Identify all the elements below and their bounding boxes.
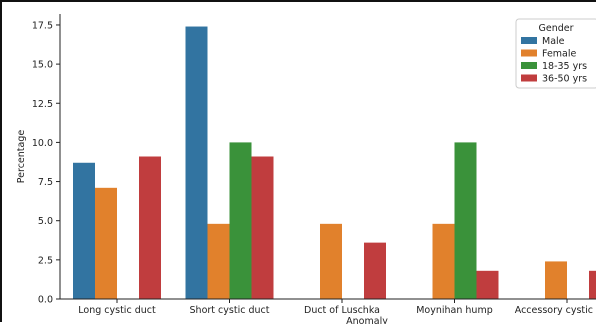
bar-female-4 (432, 223, 455, 299)
bar-36-50-yrs-4 (476, 270, 499, 299)
legend-title: Gender (538, 23, 573, 34)
legend-label: 36-50 yrs (542, 74, 587, 85)
axes-group (59, 14, 596, 300)
bar-36-50-yrs-1 (139, 156, 161, 299)
legend-label: Male (542, 36, 565, 47)
x-tick-label: Short cystic duct (190, 305, 270, 316)
y-tick-label: 15.0 (32, 60, 53, 71)
legend-box (515, 18, 596, 89)
x-ticks-group: Long cystic duct Short cystic duct Duct of… (78, 299, 596, 316)
legend-label: 18-35 yrs (542, 61, 587, 72)
x-tick-label: Duct of Luschka (304, 305, 380, 316)
legend-label: Female (542, 49, 577, 60)
x-tick-label: Moynihan hump (416, 305, 493, 316)
y-tick-label: 17.5 (32, 20, 53, 31)
bar-female-2 (207, 223, 230, 299)
bar-18-35-yrs-2 (229, 142, 252, 299)
bar-male-1 (73, 162, 95, 299)
bar-male-2 (185, 26, 208, 300)
y-tick-label: 2.5 (38, 255, 53, 266)
x-axis-label: Anomaly (346, 316, 388, 324)
bar-18-35-yrs-4 (454, 142, 477, 299)
bar-36-50-yrs-3 (364, 242, 386, 299)
bar-female-3 (320, 223, 342, 299)
y-tick-label: 7.5 (38, 177, 53, 188)
bar-female-5 (545, 261, 567, 299)
legend-swatch (521, 37, 537, 44)
x-tick-label: Long cystic duct (78, 305, 156, 316)
legend-swatch (521, 74, 537, 82)
bar-36-50-yrs-2 (251, 156, 274, 299)
x-tick-label: Accessory cystic arter (515, 305, 596, 316)
y-axis-label: Percentage (16, 130, 27, 184)
y-tick-label: 10.0 (32, 138, 53, 149)
y-tick-label: 12.5 (32, 99, 53, 110)
bar-36-50-yrs-5 (589, 270, 596, 299)
y-tick-label: 0.0 (38, 295, 53, 306)
y-tick-label: 5.0 (38, 216, 53, 227)
legend-swatch (521, 49, 537, 57)
bar-female-1 (95, 187, 117, 299)
y-ticks-group: 0.0 2.5 5.0 7.5 10.0 12.5 15.0 17.5 (32, 20, 60, 306)
bars-group (73, 26, 596, 300)
legend-swatch (521, 62, 537, 69)
